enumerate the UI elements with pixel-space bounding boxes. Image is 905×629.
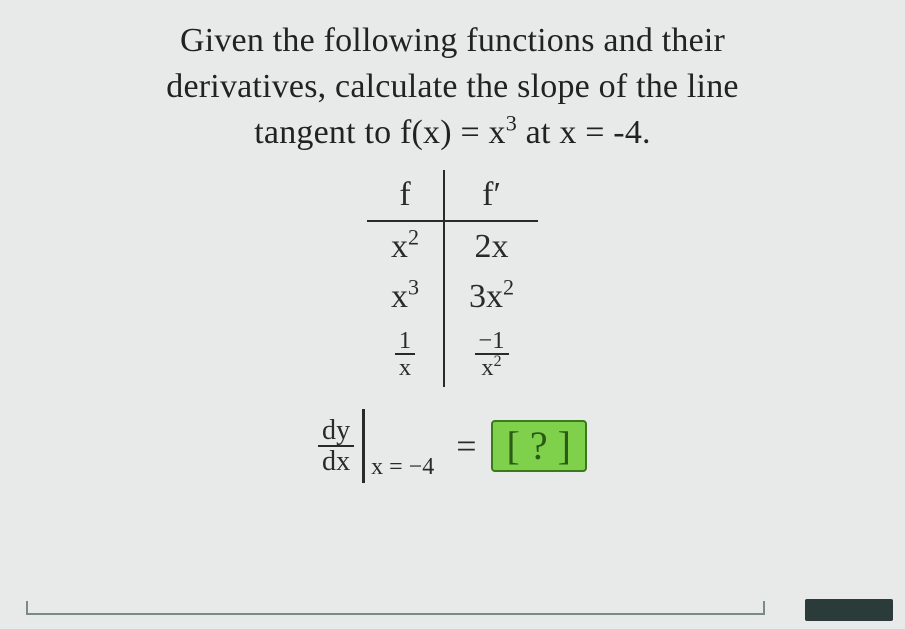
answer-open-bracket: [ — [507, 423, 530, 468]
cell-fprime: −1 x2 — [444, 322, 538, 387]
fraction: dy dx — [318, 416, 354, 477]
cell-f: 1 x — [367, 322, 444, 387]
header-fprime: f′ — [444, 170, 538, 221]
cell-f: x3 — [367, 272, 444, 322]
cell-fp-exp: 2 — [503, 274, 514, 299]
problem-line-3: tangent to f(x) = x3 at x = -4. — [40, 110, 865, 156]
answer-close-bracket: ] — [548, 423, 571, 468]
cell-f-exp: 3 — [408, 274, 419, 299]
evaluation-subscript: x = −4 — [367, 454, 434, 483]
cell-f-base: x — [391, 278, 408, 315]
answer-box[interactable]: [ ? ] — [491, 420, 587, 472]
header-f: f — [367, 170, 444, 221]
fraction-den-exp: 2 — [494, 353, 502, 370]
problem-line-3-exp: 3 — [506, 110, 517, 135]
fraction: −1 x2 — [475, 328, 509, 381]
derivative-table: f f′ x2 2x x3 3x2 — [367, 170, 538, 387]
fraction-den: x — [395, 355, 415, 381]
table-row: x3 3x2 — [367, 272, 538, 322]
problem-container: Given the following functions and their … — [0, 0, 905, 483]
equals-sign: = — [456, 425, 476, 467]
cell-fp-coeff: 3x — [469, 278, 503, 315]
fraction-den-base: x — [481, 354, 493, 381]
cell-f-exp: 2 — [408, 224, 419, 249]
corner-button[interactable] — [805, 599, 893, 621]
evaluation-bar — [362, 409, 365, 483]
fraction-den: dx — [318, 447, 354, 476]
cell-f: x2 — [367, 221, 444, 272]
problem-line-1: Given the following functions and their — [40, 18, 865, 64]
table-header-row: f f′ — [367, 170, 538, 221]
answer-input-line[interactable] — [26, 613, 765, 615]
evaluation-expression: dy dx x = −4 — [318, 409, 434, 483]
fraction-num: 1 — [395, 328, 415, 356]
table-row: 1 x −1 x2 — [367, 322, 538, 387]
fraction-num: dy — [318, 416, 354, 447]
derivative-table-wrap: f f′ x2 2x x3 3x2 — [40, 170, 865, 387]
table-row: x2 2x — [367, 221, 538, 272]
problem-line-3-prefix: tangent to f(x) = x — [254, 114, 505, 151]
fraction-num: −1 — [475, 328, 509, 356]
problem-line-2: derivatives, calculate the slope of the … — [40, 64, 865, 110]
cell-fprime: 3x2 — [444, 272, 538, 322]
fraction-den: x2 — [475, 355, 509, 381]
cell-fp-coeff: 2x — [475, 228, 509, 265]
dydx-fraction: dy dx — [318, 409, 360, 483]
answer-question-mark: ? — [530, 423, 548, 468]
equation-row: dy dx x = −4 = [ ? ] — [40, 409, 865, 483]
fraction: 1 x — [395, 328, 415, 381]
cell-fprime: 2x — [444, 221, 538, 272]
cell-f-base: x — [391, 228, 408, 265]
problem-line-3-suffix: at x = -4. — [517, 114, 651, 151]
